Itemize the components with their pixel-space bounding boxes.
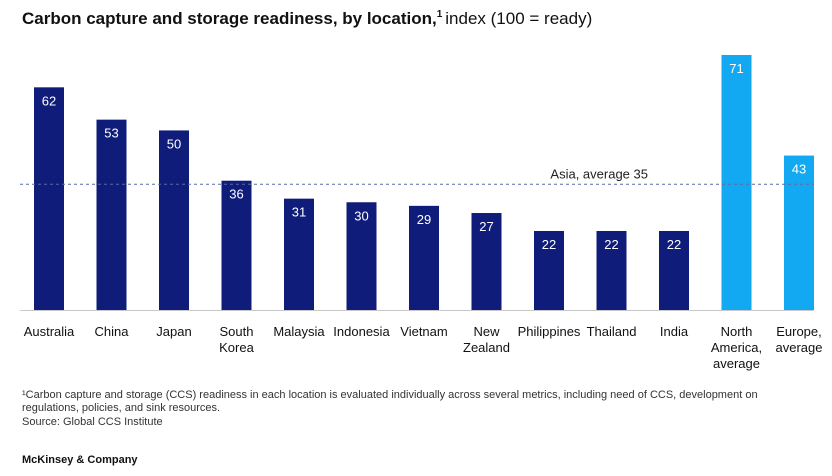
bar	[34, 87, 64, 310]
bar-value-label: 36	[229, 187, 243, 202]
category-label: Philippines	[518, 324, 581, 339]
category-label: India	[660, 324, 689, 339]
bar	[534, 230, 564, 310]
category-label: South Korea	[219, 324, 254, 355]
chart-title: Carbon capture and storage readiness, by…	[22, 9, 592, 29]
bar-value-label: 43	[792, 162, 806, 177]
category-label: China	[95, 324, 130, 339]
bar	[346, 202, 377, 310]
bar	[596, 230, 627, 310]
bar	[221, 180, 252, 310]
category-label: Europe, average	[776, 324, 823, 355]
title-footnote-mark: 1	[436, 9, 443, 20]
category-label: Indonesia	[333, 324, 390, 339]
bar	[159, 130, 189, 310]
bar	[409, 205, 439, 310]
bar-value-label: 71	[729, 61, 743, 76]
bar	[471, 213, 502, 310]
bar	[721, 55, 752, 310]
bar-value-label: 27	[479, 219, 493, 234]
category-label: Thailand	[587, 324, 637, 339]
bar-value-label: 30	[354, 208, 368, 223]
asia-average-label: Asia, average 35	[550, 166, 648, 181]
bar-value-label: 50	[167, 136, 181, 151]
category-label: New Zealand	[463, 324, 510, 355]
bar-value-label: 22	[667, 237, 681, 252]
bar-value-label: 62	[42, 93, 56, 108]
footnote: ¹Carbon capture and storage (CCS) readin…	[22, 389, 758, 414]
bar-value-label: 22	[604, 237, 618, 252]
bar	[284, 198, 314, 310]
bar-value-label: 53	[104, 126, 118, 141]
category-label: Japan	[156, 324, 191, 339]
chart-title-main: Carbon capture and storage readiness, by…	[22, 9, 437, 28]
bar-value-label: 29	[417, 212, 431, 227]
bar	[784, 155, 814, 310]
bar-chart: 62 Australia 53 China 50 Japan 36 South Korea 31 M…	[20, 55, 823, 371]
chart-title-subtitle: index (100 = ready)	[445, 9, 593, 28]
bar-value-label: 31	[292, 205, 306, 220]
bar-value-label: 22	[542, 237, 556, 252]
category-label: North America, average	[711, 324, 762, 371]
bar	[659, 230, 689, 310]
category-label: Malaysia	[273, 324, 325, 339]
category-label: Australia	[24, 324, 75, 339]
brand-logo-text: McKinsey & Company	[22, 454, 138, 466]
category-label: Vietnam	[400, 324, 447, 339]
source-note: Source: Global CCS Institute	[22, 416, 163, 428]
bar	[96, 119, 127, 310]
